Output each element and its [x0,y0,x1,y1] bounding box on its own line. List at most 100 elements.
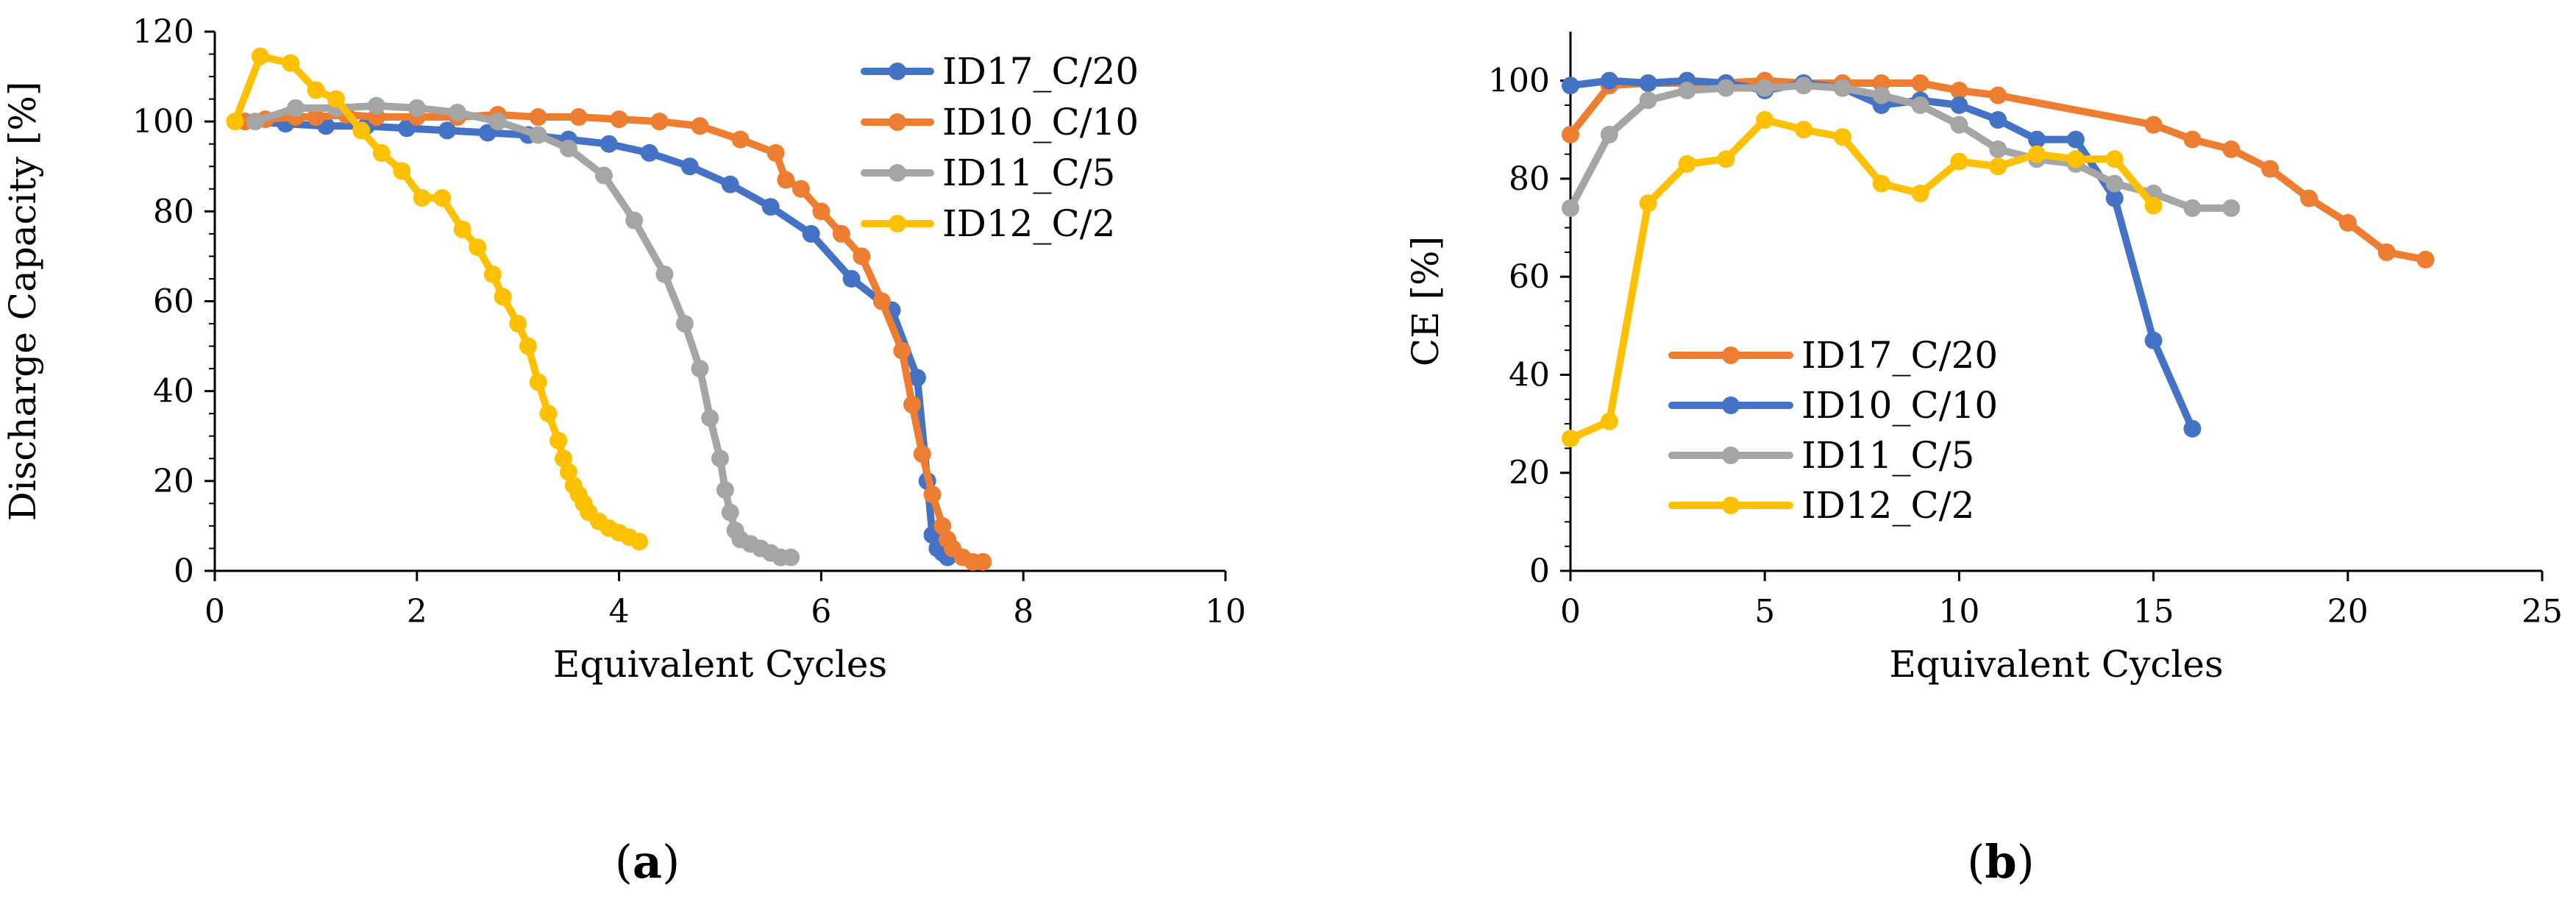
panel-a-series-id10-c-10-point [569,108,588,127]
panel-a-legend-label: ID10_C/10 [942,101,1139,143]
panel-b-legend: ID17_C/20 ID10_C/10 ID11_C/5 ID12_C/2 [1668,334,1998,527]
panel-b-series-id12-c-2-point [1989,157,2007,176]
panel-b-x-tick-label: 10 [1938,593,1979,630]
panel-b-series-id12-c-2-point [1872,174,1890,193]
panel-a-legend-swatch-marker [889,63,906,80]
panel-b-chart: 0 5 10 15 20 25 0 20 40 60 80 100 Equivalent Cycles C… [1404,32,2563,889]
panel-a-x-tick-label: 4 [609,593,630,630]
panel-a-series-id12-c-2-point [307,81,325,99]
panel-a-y-tick-label: 80 [153,193,194,230]
panel-a-series-id12-c-2-point [519,337,537,355]
panel-a-series-id11-c-5-point [625,211,644,230]
panel-b-series-id11-c-5-point [1717,79,1735,97]
panel-a-series-id17-c-20-point [680,157,699,176]
panel-a-series-id10-c-10-point [529,108,547,127]
panel-b-series-id17-c-20-point [1911,74,1929,92]
panel-b-series-id11-c-5-point [2105,174,2124,193]
panel-b-series-id10-c-10-point [1639,74,1657,92]
panel-b-series-id11-c-5-point [1639,91,1657,110]
panel-b-series-id11-c-5-point [2222,199,2241,217]
panel-a-series-id10-c-10 [236,106,992,571]
panel-a-x-axis-title: Equivalent Cycles [553,643,887,686]
panel-a-x-tick-label: 8 [1013,593,1033,630]
panel-b-series-id12-c-2 [1562,110,2163,448]
panel-b-y-axis-title: CE [%] [1404,236,1447,366]
panel-a-series-id11-c-5-point [286,99,305,117]
panel-a-series-id12-c-2-point [549,431,568,449]
panel-a-series-id10-c-10-point [766,143,785,162]
panel-a-series-id10-c-10-point [650,113,669,131]
panel-a-series-id10-c-10-point [903,395,922,413]
panel-b-series-id17-c-20-point [2144,115,2163,134]
panel-b-series-id12-c-2-line [1567,115,2157,443]
panel-b-series-id17-c-20-point [1989,86,2007,104]
panel-b-series-id10-c-10-point [1950,96,1968,114]
panel-a-legend-swatch-marker [889,113,906,131]
panel-a-legend-label: ID11_C/5 [942,152,1115,194]
panel-b-series-id17-c-20-point [2261,160,2280,178]
panel-b-legend-swatch-marker [1722,497,1740,514]
panel-b-series-id11-c-5-point [1989,140,2007,158]
panel-b-series-id10-c-10-point [1989,110,2007,129]
panel-b-series-id11-c-5-point [1756,79,1774,97]
panel-a-series-id12-c-2-point [630,533,649,551]
panel-a-series-id12-c-2-point [509,315,527,333]
panel-a-series-id11-c-5-point [488,113,507,131]
panel-b-series-id12-c-2-point [2105,150,2124,168]
panel-b-series-id10-c-10-point [2066,130,2085,149]
panel-a-series-id10-c-10-point [933,516,952,535]
panel-a-y-tick-label: 120 [132,13,194,51]
panel-a-series-id17-c-20-point [802,224,820,243]
panel-b-series-id17-c-20-point [2183,130,2202,149]
panel-b-series-id12-c-2-point [1639,194,1657,213]
panel-a-series-id12-c-2-point [529,373,547,391]
panel-b-series-id11-c-5-point [1562,199,1579,217]
panel-b-y-tick-label: 80 [1509,160,1550,198]
panel-a-legend-label: ID12_C/2 [942,202,1115,245]
panel-b-legend-swatch-marker [1722,397,1740,414]
panel-b-series-id11-c-5-point [1911,96,1929,114]
panel-b-series-id17-c-20-point [2377,243,2396,261]
panel-b-series-id17-c-20-point [2338,213,2357,232]
panel-a-x-tick-label: 2 [407,593,427,630]
panel-b-series-id12-c-2-point [1795,121,1813,139]
panel-a-series-id12-c-2 [226,47,649,551]
panel-a-label: (a) [615,835,680,889]
panel-a-series-id17-c-20-point [721,175,739,193]
panel-a-series-id11-c-5-point [594,166,613,185]
panel-b-legend-label: ID17_C/20 [1801,334,1998,377]
panel-a-series-id10-c-10-point [853,247,871,266]
panel-b-legend-label: ID10_C/10 [1801,384,1998,427]
panel-b-series-id11-c-5-point [1872,86,1890,104]
panel-a-series-id12-c-2-point [453,220,472,238]
panel-a-x-tick-label: 0 [204,593,225,630]
panel-a-series-id12-c-2-point [372,143,391,162]
panel-b-series-id12-c-2-point [2066,150,2085,168]
panel-b-series-id17-c-20-point [1950,81,1968,99]
panel-a-series-id17-c-20-point [599,135,618,153]
panel-b-x-tick-label: 5 [1754,593,1775,630]
panel-a-series-id17-c-20-line [241,118,952,561]
panel-a-series-id17-c-20-point [761,198,780,216]
panel-b-x-tick-label: 20 [2327,593,2369,630]
panel-b-series-id12-c-2-point [2028,145,2046,163]
panel-a-series-id10-c-10-point [872,292,891,310]
panel-a-series-id10-c-10-point [610,110,628,129]
panel-a-series-id11-c-5-point [782,548,800,566]
panel-b-series-id12-c-2-point [2144,196,2163,215]
panel-b-series-id12-c-2-point [1717,150,1735,168]
panel-b-series-id10-c-10-point [2144,331,2163,349]
panel-a-series-id11-c-5-point [675,315,694,333]
panel-a-legend: ID17_C/20 ID10_C/10 ID11_C/5 ID12_C/2 [861,50,1139,245]
panel-a-series-id17-c-20 [236,113,957,566]
panel-a-series-id12-c-2-point [433,189,452,207]
panel-b-y-tick-label: 100 [1488,63,1550,100]
panel-b-series-id11-c-5-point [1678,81,1696,99]
panel-b-series-id11-c-5-point [1600,125,1618,143]
panel-b-y-tick-label: 0 [1529,552,1550,590]
panel-b-label-letter: b [1985,835,2016,889]
panel-a-series-id12-c-2-point [483,265,502,283]
panel-b-series-id10-c-10-point [2028,130,2046,149]
